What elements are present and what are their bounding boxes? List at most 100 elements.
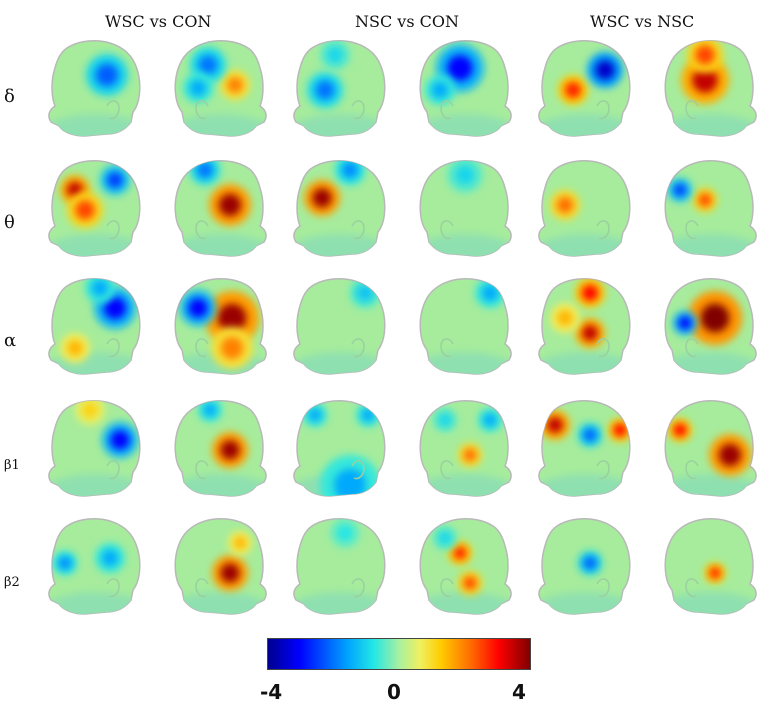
activation-core: [438, 413, 452, 427]
activation-core: [595, 60, 615, 80]
head-map-r4-c3: [419, 517, 512, 615]
activation-core: [233, 536, 247, 550]
row-label-beta2: β2: [4, 575, 20, 590]
ear-contour: [685, 338, 699, 358]
head-map-r3-c3: [419, 399, 512, 497]
head-map-r4-c0: [48, 517, 141, 615]
activation-core: [188, 298, 208, 318]
row-label-alpha: α: [4, 330, 17, 351]
activation-core: [102, 550, 118, 566]
ear-contour: [596, 578, 610, 598]
head-map-r2-c2: [293, 277, 386, 375]
head-map-r0-c5: [664, 39, 757, 137]
activation-core: [482, 285, 498, 301]
activation-core: [565, 82, 581, 98]
activation-core: [695, 45, 715, 65]
ear-contour: [685, 220, 699, 240]
ear-contour: [106, 578, 120, 598]
row-label-theta: θ: [4, 212, 15, 233]
head-map-r2-c3: [419, 277, 512, 375]
activation-core: [82, 402, 98, 418]
activation-core: [103, 296, 127, 320]
activation-core: [190, 80, 206, 96]
activation-core: [583, 428, 597, 442]
activation-core: [557, 310, 573, 326]
ear-contour: [106, 220, 120, 240]
head-map-r0-c3: [419, 39, 512, 137]
activation-core: [453, 546, 467, 560]
row-label-delta: δ: [4, 86, 15, 107]
activation-core: [220, 336, 244, 360]
ear-contour: [351, 338, 365, 358]
activation-core: [673, 183, 687, 197]
ear-contour: [351, 220, 365, 240]
ear-contour: [440, 220, 454, 240]
activation-core: [692, 67, 718, 93]
row-label-beta1: β1: [4, 458, 20, 473]
activation-core: [197, 162, 213, 178]
activation-core: [110, 430, 130, 450]
activation-core: [217, 303, 247, 333]
activation-core: [67, 340, 83, 356]
activation-core: [709, 567, 721, 579]
activation-core: [582, 325, 598, 341]
activation-core: [455, 165, 475, 185]
activation-core: [342, 162, 358, 178]
head-map-r2-c5: [664, 277, 757, 375]
activation-core: [438, 531, 452, 545]
ear-contour: [596, 460, 610, 480]
activation-core: [361, 408, 375, 422]
ear-contour: [596, 338, 610, 358]
activation-core: [463, 448, 477, 462]
head-map-r3-c1: [174, 399, 267, 497]
activation-core: [308, 408, 322, 422]
activation-core: [557, 197, 573, 213]
activation-core: [220, 440, 240, 460]
activation-core: [220, 563, 240, 583]
activation-core: [700, 303, 730, 333]
activation-core: [227, 77, 243, 93]
ear-contour: [440, 338, 454, 358]
colorbar-min-label: -4: [260, 680, 283, 704]
ear-contour: [195, 220, 209, 240]
ear-contour: [685, 578, 699, 598]
activation-core: [337, 525, 353, 541]
activation-core: [75, 200, 95, 220]
activation-core: [327, 47, 343, 63]
head-map-r0-c1: [174, 39, 267, 137]
activation-core: [198, 55, 218, 75]
activation-core: [334, 469, 366, 497]
colorbar-max-label: 4: [512, 680, 526, 704]
head-map-r4-c2: [293, 517, 386, 615]
ear-contour: [685, 460, 699, 480]
ear-contour: [440, 578, 454, 598]
head-map-r0-c0: [48, 39, 141, 137]
ear-contour: [440, 100, 454, 120]
activation-core: [613, 423, 627, 437]
activation-core: [432, 82, 448, 98]
activation-core: [483, 413, 497, 427]
ear-contour: [685, 100, 699, 120]
column-title-nsc-vs-con: NSC vs CON: [355, 12, 459, 31]
activation-core: [92, 280, 108, 296]
ear-contour: [351, 578, 365, 598]
activation-core: [582, 285, 598, 301]
activation-core: [357, 285, 373, 301]
activation-core: [218, 193, 242, 217]
head-map-r1-c5: [664, 159, 757, 257]
head-map-r0-c2: [293, 39, 386, 137]
activation-core: [203, 403, 217, 417]
head-map-r1-c1: [174, 159, 267, 257]
colorbar: [267, 638, 531, 670]
activation-core: [698, 193, 712, 207]
ear-contour: [195, 578, 209, 598]
activation-core: [107, 172, 123, 188]
ear-contour: [195, 100, 209, 120]
column-title-wsc-vs-con: WSC vs CON: [105, 12, 212, 31]
activation-core: [95, 63, 119, 87]
activation-core: [583, 556, 597, 570]
colorbar-mid-label: 0: [387, 680, 401, 704]
activation-core: [58, 556, 72, 570]
head-map-r2-c0: [48, 277, 141, 375]
